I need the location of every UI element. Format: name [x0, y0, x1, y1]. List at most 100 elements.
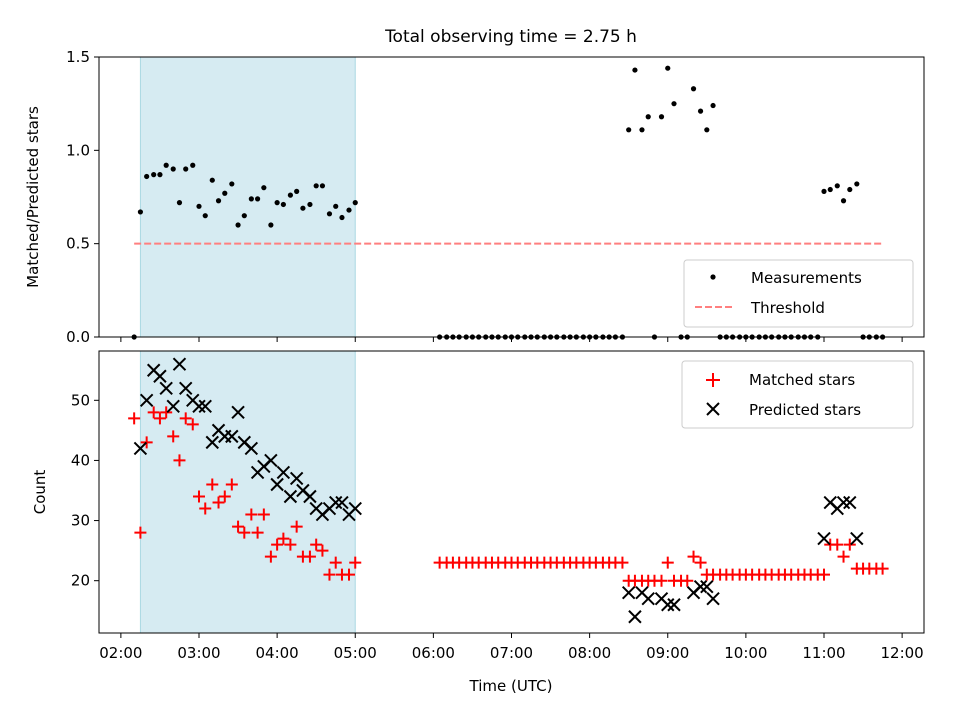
y-tick-label: 0.0: [66, 328, 90, 346]
matched-star-point: [153, 412, 166, 425]
y-tick-label: 20: [71, 572, 90, 590]
measurement-point: [248, 196, 254, 202]
matched-star-point: [264, 550, 277, 563]
matched-star-point: [277, 532, 290, 545]
measurement-point: [209, 177, 215, 183]
y-tick-label: 1.5: [66, 48, 90, 66]
x-axis-label: Time (UTC): [469, 677, 553, 695]
measurement-point: [300, 205, 306, 211]
x-tick-label: 06:00: [412, 644, 455, 662]
measurement-point: [313, 183, 319, 189]
measurement-point: [639, 127, 645, 133]
measurement-point: [254, 196, 261, 202]
predicted-star-point: [139, 393, 154, 408]
predicted-star-point: [817, 531, 831, 546]
measurement-point: [834, 183, 840, 189]
chart-title: Total observing time = 2.75 h: [384, 27, 637, 47]
predicted-star-point: [172, 357, 187, 371]
predicted-star-point: [850, 531, 864, 546]
measurement-point: [352, 200, 358, 206]
measurement-point: [170, 166, 176, 172]
measurements-legend-marker: [710, 274, 716, 280]
matched-star-point: [212, 496, 225, 509]
measurement-point: [847, 186, 853, 193]
measurement-point: [697, 108, 704, 114]
matched-legend-marker: [706, 373, 720, 387]
matched-star-point: [661, 556, 674, 569]
predicted-star-point: [335, 495, 349, 510]
predicted-star-point: [667, 598, 681, 612]
measurement-point: [326, 211, 333, 217]
measurement-point: [690, 86, 697, 92]
matched-star-point: [167, 430, 180, 443]
matched-star-point: [831, 538, 844, 551]
predicted-star-point: [179, 381, 193, 395]
predicted-star-point: [700, 579, 714, 594]
x-tick-label: 04:00: [256, 644, 299, 662]
y-tick-label: 0.5: [66, 235, 90, 253]
predicted-star-point: [303, 489, 317, 504]
predicted-legend-marker: [706, 402, 720, 416]
measurement-point: [333, 203, 339, 209]
predicted-star-point: [205, 435, 219, 450]
predicted-star-point: [225, 429, 239, 444]
matched-star-point: [128, 412, 141, 425]
matched-star-point: [329, 556, 342, 569]
matched-star-point: [316, 544, 329, 557]
matched-star-point: [876, 562, 889, 575]
measurement-point: [190, 162, 196, 168]
measurement-point: [274, 200, 280, 206]
y-tick-label: 1.0: [66, 141, 90, 159]
measurement-point: [626, 127, 632, 133]
measurement-point: [229, 181, 235, 187]
measurement-point: [280, 201, 286, 208]
measurement-point: [222, 190, 228, 196]
matched-star-point: [310, 538, 323, 551]
matched-star-point: [160, 406, 173, 419]
matched-star-point: [225, 478, 238, 491]
x-tick-label: 12:00: [881, 644, 924, 662]
predicted-star-point: [628, 610, 642, 624]
x-tick-label: 08:00: [568, 644, 611, 662]
x-tick-label: 03:00: [177, 644, 220, 662]
count-y-axis-label: Count: [31, 470, 49, 515]
matched-star-point: [349, 556, 362, 569]
x-tick-label: 11:00: [802, 644, 845, 662]
predicted-star-point: [283, 489, 298, 504]
count-marks: [128, 357, 889, 624]
matched-star-point: [323, 568, 336, 581]
observing-window-shade: [139, 350, 356, 634]
matched-star-point: [232, 520, 245, 533]
measurement-point: [287, 192, 294, 198]
predicted-star-point: [843, 495, 857, 510]
ratio-y-axis: 0.0 0.5 1.0 1.5: [66, 48, 99, 346]
matched-star-point: [173, 454, 186, 467]
measurement-point: [202, 213, 208, 219]
x-tick-label: 02:00: [99, 644, 142, 662]
predicted-star-point: [231, 405, 245, 420]
predicted-star-point: [198, 399, 212, 414]
predicted-star-point: [276, 465, 291, 480]
predicted-star-point: [641, 592, 655, 606]
measurement-point: [854, 181, 860, 187]
x-tick-label: 09:00: [646, 644, 689, 662]
matched-star-point: [186, 418, 199, 431]
measurement-point: [151, 172, 157, 178]
matched-star-point: [284, 538, 297, 551]
measurement-point: [144, 173, 150, 180]
count-x-axis: 02:00 03:00 04:00 05:00 06:00 07:00 08:00 09:00…: [99, 633, 924, 662]
observing-window-shade: [139, 56, 356, 338]
measurement-point: [632, 67, 638, 73]
matched-star-point: [681, 574, 694, 587]
matched-star-point: [271, 538, 284, 551]
matched-star-point: [694, 556, 707, 569]
matched-star-point: [218, 490, 231, 503]
measurement-point: [346, 207, 352, 213]
measurement-point: [319, 183, 326, 189]
measurement-point: [183, 166, 189, 172]
ratio-legend: Measurements Threshold: [683, 259, 914, 328]
matched-star-point: [303, 550, 316, 563]
predicted-legend-label: Predicted stars: [749, 401, 861, 419]
predicted-star-point: [244, 441, 259, 456]
